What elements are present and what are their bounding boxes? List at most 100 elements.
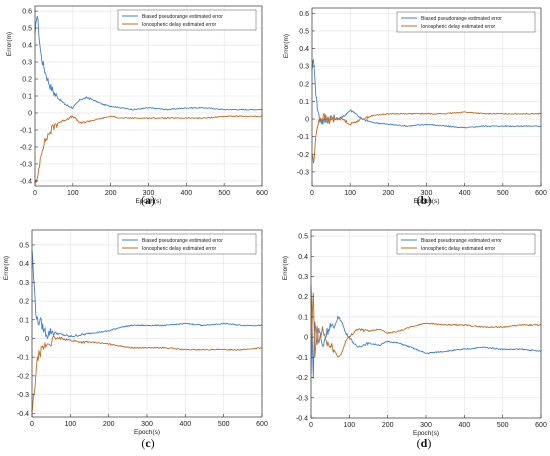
x-tick-label: 400 bbox=[179, 421, 191, 428]
x-tick-label: 200 bbox=[105, 190, 117, 197]
legend-label-2: Ionospheric delay estimated error bbox=[421, 24, 496, 30]
y-tick-label: 0.6 bbox=[22, 9, 32, 16]
x-tick-label: 500 bbox=[497, 190, 509, 197]
x-tick-label: 0 bbox=[310, 190, 314, 197]
legend-label-2: Ionospheric delay estimated error bbox=[142, 246, 217, 252]
x-tick-label: 400 bbox=[180, 190, 192, 197]
x-axis-label: Epoch(s) bbox=[413, 430, 439, 437]
series-line-2 bbox=[31, 335, 263, 412]
y-tick-label: 0.5 bbox=[19, 242, 29, 249]
x-tick-label: 100 bbox=[67, 190, 79, 197]
y-axis-label: Error(m) bbox=[283, 34, 290, 58]
y-tick-label: 0.4 bbox=[299, 46, 309, 53]
y-tick-label: -0.2 bbox=[20, 144, 32, 151]
x-tick-label: 400 bbox=[458, 422, 470, 429]
y-tick-label: 0.1 bbox=[298, 314, 308, 321]
y-tick-label: -0.4 bbox=[20, 178, 32, 185]
y-tick-label: -0.1 bbox=[17, 355, 29, 362]
x-tick-label: 100 bbox=[64, 421, 76, 428]
x-tick-label: 200 bbox=[103, 421, 115, 428]
x-tick-label: 300 bbox=[420, 422, 432, 429]
y-axis-label: Error(m) bbox=[3, 256, 10, 280]
y-tick-label: 0.1 bbox=[19, 317, 29, 324]
x-axis-label: Epoch(s) bbox=[135, 198, 161, 205]
x-tick-label: 300 bbox=[141, 421, 153, 428]
panel-label: (a) bbox=[141, 193, 155, 207]
y-tick-label: -0.1 bbox=[297, 134, 309, 141]
y-tick-label: -0.3 bbox=[17, 392, 29, 399]
y-tick-label: 0.5 bbox=[299, 28, 309, 35]
y-tick-label: 0.2 bbox=[299, 81, 309, 88]
y-tick-label: 0 bbox=[305, 117, 309, 124]
y-tick-label: 0.1 bbox=[299, 99, 309, 106]
y-tick-label: 0.4 bbox=[298, 254, 308, 261]
chart-panel-d: 0 100 200 300 400 500 600 -0.4 -0.3 -0.2 -0.1 0 0.1 0… bbox=[282, 229, 547, 450]
y-tick-label: 0.2 bbox=[298, 294, 308, 301]
legend-label-1: Biased pseudorange estimated error bbox=[142, 14, 223, 20]
x-tick-label: 200 bbox=[382, 422, 394, 429]
y-tick-label: 0.3 bbox=[19, 280, 29, 287]
chart-panel-c: 0 100 200 300 400 500 600 -0.4 -0.3 -0.2 -0.1 0 0.1 0… bbox=[3, 229, 268, 450]
y-tick-label: -0.2 bbox=[17, 373, 29, 380]
chart-panel-b: 0 100 200 300 400 500 600 -0.3 -0.2 -0.1 0 0.1 0.2 0.… bbox=[283, 7, 547, 207]
legend-label-1: Biased pseudorange estimated error bbox=[421, 16, 502, 22]
x-tick-label: 0 bbox=[33, 190, 37, 197]
x-tick-label: 600 bbox=[535, 422, 547, 429]
y-tick-label: 0 bbox=[25, 336, 29, 343]
y-tick-label: -0.4 bbox=[17, 411, 29, 418]
x-tick-label: 200 bbox=[382, 190, 394, 197]
y-tick-label: 0.5 bbox=[22, 26, 32, 33]
legend-label-2: Ionospheric delay estimated error bbox=[142, 22, 217, 28]
series-line-2 bbox=[311, 111, 542, 164]
x-axis-label: Epoch(s) bbox=[413, 198, 439, 205]
legend-box bbox=[117, 233, 257, 255]
x-tick-label: 600 bbox=[256, 190, 268, 197]
x-tick-label: 400 bbox=[459, 190, 471, 197]
y-tick-label: -0.3 bbox=[297, 169, 309, 176]
y-tick-label: 0.1 bbox=[22, 94, 32, 101]
legend-box bbox=[117, 9, 257, 31]
x-tick-label: 500 bbox=[497, 422, 509, 429]
y-tick-label: 0.4 bbox=[22, 43, 32, 50]
series-line-1 bbox=[34, 16, 263, 111]
panel-label: (b) bbox=[417, 193, 432, 207]
legend-box bbox=[396, 11, 536, 33]
x-tick-label: 500 bbox=[218, 421, 230, 428]
x-tick-label: 600 bbox=[535, 190, 547, 197]
panel-label: (d) bbox=[417, 436, 432, 450]
y-tick-label: 0.2 bbox=[19, 299, 29, 306]
panel-label: (c) bbox=[141, 436, 154, 450]
y-tick-label: 0 bbox=[28, 110, 32, 117]
y-tick-label: -0.1 bbox=[296, 355, 308, 362]
y-tick-label: -0.3 bbox=[20, 161, 32, 168]
y-tick-label: 0.3 bbox=[22, 60, 32, 67]
y-axis-label: Error(m) bbox=[6, 32, 13, 56]
legend-label-1: Biased pseudorange estimated error bbox=[421, 238, 502, 244]
x-tick-label: 100 bbox=[344, 190, 356, 197]
x-tick-label: 600 bbox=[256, 421, 268, 428]
legend-box bbox=[396, 233, 536, 255]
y-tick-label: 0.5 bbox=[298, 234, 308, 241]
series-line-2 bbox=[34, 115, 263, 184]
x-tick-label: 300 bbox=[143, 190, 155, 197]
series-line-2 bbox=[310, 292, 542, 374]
x-tick-label: 300 bbox=[421, 190, 433, 197]
y-axis-label: Error(m) bbox=[282, 256, 289, 280]
y-tick-label: 0.6 bbox=[299, 11, 309, 18]
chart-panel-a: 0 100 200 300 400 500 600 -0.4 -0.3 -0.2 -0.1 0 0.1 0… bbox=[6, 5, 268, 207]
y-tick-label: 0.4 bbox=[19, 261, 29, 268]
y-tick-label: -0.4 bbox=[296, 416, 308, 423]
series-line-1 bbox=[311, 58, 541, 129]
y-tick-label: -0.3 bbox=[296, 395, 308, 402]
y-tick-label: 0.3 bbox=[299, 64, 309, 71]
legend-label-1: Biased pseudorange estimated error bbox=[142, 238, 223, 244]
x-tick-label: 100 bbox=[343, 422, 355, 429]
y-tick-label: -0.2 bbox=[296, 375, 308, 382]
y-tick-label: -0.1 bbox=[20, 127, 32, 134]
x-tick-label: 0 bbox=[30, 421, 34, 428]
series-line-1 bbox=[31, 249, 262, 340]
x-tick-label: 500 bbox=[218, 190, 230, 197]
y-tick-label: 0.2 bbox=[22, 77, 32, 84]
legend-label-2: Ionospheric delay estimated error bbox=[421, 246, 496, 252]
